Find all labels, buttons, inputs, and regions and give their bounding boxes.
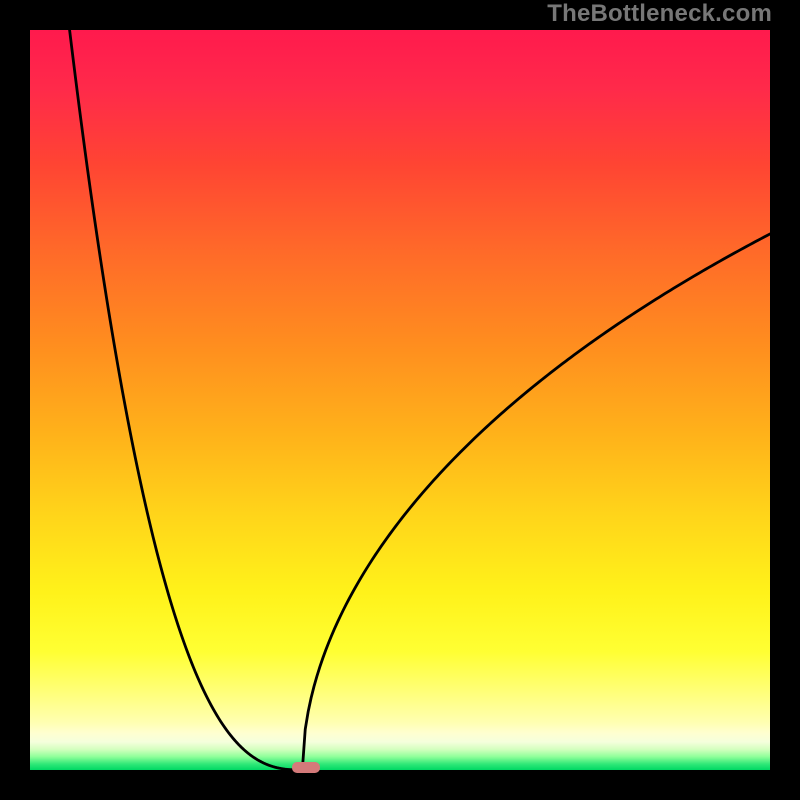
- bottleneck-curve: [0, 0, 800, 800]
- chart-container: TheBottleneck.com: [0, 0, 800, 800]
- optimal-point-marker: [292, 762, 320, 773]
